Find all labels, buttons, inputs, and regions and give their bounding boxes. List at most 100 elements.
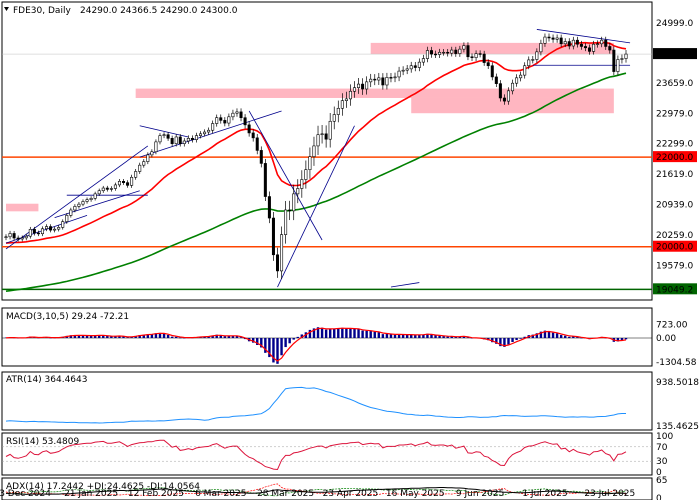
macd-bar <box>73 335 77 338</box>
macd-bar <box>365 330 368 338</box>
macd-bar <box>491 338 494 343</box>
candle-body <box>429 50 433 55</box>
date-axis-tick: 1 Jul 2025 <box>522 489 567 499</box>
price-tag-label: 24300.0 <box>656 50 693 60</box>
candle-body <box>397 70 401 78</box>
macd-axis-tick: 723.00 <box>656 321 688 331</box>
candle-body <box>616 59 620 72</box>
atr-axis-tick: 135.4625 <box>656 422 699 432</box>
macd-bar <box>223 336 227 338</box>
macd-bar <box>69 335 73 338</box>
candle-body <box>324 133 328 140</box>
candle-body <box>28 229 32 237</box>
candle-body <box>89 198 93 200</box>
macd-bar <box>499 338 502 347</box>
macd-bar <box>401 334 405 338</box>
candle-body <box>20 237 24 240</box>
candle-body <box>340 100 344 109</box>
candle-body <box>478 53 482 55</box>
macd-bar <box>580 337 583 339</box>
candle-body <box>174 136 178 144</box>
date-axis-tick: 6 Mar 2025 <box>195 489 246 499</box>
price-axis-tick: 24999.0 <box>656 19 693 29</box>
macd-bar <box>361 330 364 338</box>
candle-body <box>150 151 154 156</box>
candle-body <box>377 77 381 81</box>
candle-body <box>531 59 535 61</box>
macd-bar <box>264 338 267 353</box>
macd-bar <box>531 334 535 338</box>
candle-body <box>320 133 324 136</box>
macd-bar <box>320 327 324 338</box>
zone-top <box>370 42 614 55</box>
macd-bar <box>564 335 567 338</box>
candle-body <box>263 163 267 197</box>
adx-title: ADX(14) 17.2442 +DI:24.4625 -DI:14.0564 <box>6 482 200 492</box>
candle-body <box>490 65 494 78</box>
candle-body <box>575 39 579 45</box>
macd-bar <box>215 334 218 338</box>
macd-bar <box>426 333 429 338</box>
candle-body <box>604 39 608 47</box>
candle-body <box>85 199 89 202</box>
macd-bar <box>260 338 263 348</box>
macd-bar <box>324 329 328 338</box>
adx-minus-di-line <box>5 483 627 496</box>
macd-bar <box>102 335 105 338</box>
macd-bar <box>292 338 295 340</box>
candle-body <box>296 188 300 195</box>
candle-body <box>24 235 28 239</box>
trendline-rebound <box>277 125 355 288</box>
macd-bar <box>166 334 170 338</box>
candle-body <box>535 51 539 60</box>
candle-body <box>555 37 559 40</box>
atr-panel-frame <box>1 371 653 431</box>
candle-body <box>389 77 393 79</box>
macd-bar <box>328 328 332 338</box>
adx-plus-di-line <box>5 487 627 497</box>
macd-axis-tick: 0.00 <box>656 334 676 344</box>
macd-bar <box>389 334 393 338</box>
candles-layer <box>4 33 628 280</box>
candle-body <box>231 112 235 118</box>
macd-bar <box>308 329 312 338</box>
macd-bar <box>381 334 385 338</box>
date-axis-tick: 28 Mar 2025 <box>257 489 314 499</box>
macd-bar <box>268 338 271 358</box>
candle-body <box>182 140 186 144</box>
rsi-axis-tick: 0 <box>656 468 662 478</box>
candle-body <box>16 237 20 240</box>
trendline-triangle-bottom <box>139 110 282 158</box>
candle-body <box>105 187 109 190</box>
date-axis-tick: 23 Dec 2024 <box>0 489 51 499</box>
candle-body <box>280 234 284 272</box>
candle-body <box>235 111 239 114</box>
adx-line <box>5 487 626 495</box>
candle-body <box>154 141 158 153</box>
macd-bar <box>495 338 498 344</box>
candle-body <box>69 209 73 216</box>
macd-bar <box>434 335 437 338</box>
macd-bar <box>393 334 397 338</box>
candle-body <box>600 39 604 45</box>
candle-body <box>142 161 146 166</box>
macd-bar <box>450 336 453 338</box>
candle-body <box>579 43 583 47</box>
candle-body <box>446 51 450 54</box>
candle-body <box>596 43 600 45</box>
dropdown-triangle-icon <box>4 7 9 11</box>
candle-body <box>527 59 531 67</box>
macd-bar <box>616 338 620 342</box>
atr-title: ATR(14) 364.4643 <box>6 375 88 385</box>
macd-bar <box>341 327 344 338</box>
macd-bar <box>454 337 458 338</box>
candle-body <box>93 193 97 199</box>
macd-bar <box>126 337 129 338</box>
candle-body <box>49 226 53 231</box>
candle-body <box>288 209 292 212</box>
candle-body <box>207 129 211 133</box>
macd-bar <box>430 334 433 338</box>
macd-bar <box>239 337 243 338</box>
price-tag-label: 19049.2 <box>656 285 693 295</box>
macd-bar <box>620 338 624 341</box>
